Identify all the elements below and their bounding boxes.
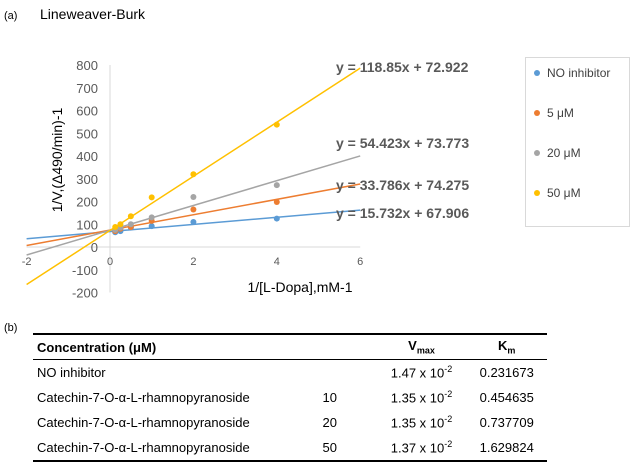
chart-title: Lineweaver-Burk	[40, 6, 146, 22]
cell-conc: 50	[318, 435, 377, 462]
cell-name: Catechin-7-O-α-L-rhamnopyranoside	[37, 390, 250, 405]
data-point	[148, 214, 155, 221]
legend-marker	[534, 110, 540, 116]
legend-marker	[534, 70, 540, 76]
table-row: Catechin-7-O-α-L-rhamnopyranoside 50 1.37 …	[33, 435, 547, 462]
y-tick-label: -100	[72, 263, 98, 278]
data-point	[190, 206, 197, 213]
cell-km: 0.737709	[479, 415, 534, 430]
legend: NO inhibitor 5 μM 20 μM 50 μM	[525, 57, 630, 227]
cell-vmax: 1.47 x 10-2	[390, 364, 453, 381]
data-point	[273, 215, 280, 222]
data-point	[148, 194, 155, 201]
cell-km: 0.231673	[479, 365, 534, 380]
header-vmax: Vmax	[376, 333, 467, 360]
cell-km: 0.454635	[479, 390, 534, 405]
y-tick-label: 200	[76, 195, 98, 210]
header-km: Km	[466, 333, 547, 360]
trendline-equation: y = 33.786x + 74.275	[336, 177, 469, 193]
table-row: Catechin-7-O-α-L-rhamnopyranoside 20 1.35 …	[33, 410, 547, 435]
x-tick-label: 2	[190, 256, 196, 268]
data-point	[190, 171, 197, 178]
cell-conc	[319, 360, 377, 386]
y-tick-label: 600	[76, 104, 98, 119]
legend-label: 5 μM	[547, 106, 574, 120]
data-point	[273, 198, 280, 205]
x-tick-label: 4	[274, 256, 280, 268]
data-point	[190, 193, 197, 200]
trendline	[26, 183, 361, 247]
legend-label: NO inhibitor	[547, 66, 611, 80]
panel-b-label: (b)	[4, 322, 18, 334]
legend-marker	[534, 190, 540, 196]
kinetics-table: Concentration (μM) Vmax Km NO inhibitor 1…	[33, 333, 547, 462]
legend-label: 20 μM	[547, 146, 581, 160]
data-point	[190, 218, 197, 225]
data-point	[112, 223, 119, 230]
trendline-equation: y = 118.85x + 72.922	[336, 59, 469, 75]
legend-item: 5 μM	[534, 106, 574, 120]
trendline-equation: y = 54.423x + 73.773	[336, 135, 469, 151]
data-point	[273, 121, 280, 128]
legend-item: 20 μM	[534, 146, 581, 160]
y-tick-label: 300	[76, 172, 98, 187]
cell-vmax: 1.37 x 10-2	[376, 435, 467, 462]
y-tick-label: 100	[76, 217, 98, 232]
trendline	[26, 155, 361, 256]
y-tick-label: 700	[76, 81, 98, 96]
y-tick-label: 400	[76, 149, 98, 164]
data-point	[273, 182, 280, 189]
cell-conc: 10	[322, 390, 338, 405]
cell-name: Catechin-7-O-α-L-rhamnopyranoside	[33, 435, 319, 462]
legend-item: 50 μM	[534, 186, 581, 200]
data-point	[127, 213, 134, 220]
cell-km: 1.629824	[466, 435, 547, 462]
table-row: NO inhibitor 1.47 x 10-2 0.231673	[33, 360, 547, 386]
y-tick-label: 800	[76, 58, 98, 73]
data-point	[127, 221, 134, 228]
x-tick-label: -2	[22, 256, 32, 268]
table-header-row: Concentration (μM) Vmax Km	[33, 333, 547, 360]
y-tick-label: -200	[72, 286, 98, 301]
table-row: Catechin-7-O-α-L-rhamnopyranoside 10 1.35 …	[33, 385, 547, 410]
cell-name: NO inhibitor	[37, 365, 106, 380]
header-concentration: Concentration (μM)	[33, 333, 377, 360]
legend-marker	[534, 150, 540, 156]
cell-conc: 20	[322, 415, 338, 430]
data-point	[148, 223, 155, 230]
cell-name: Catechin-7-O-α-L-rhamnopyranoside	[37, 415, 250, 430]
legend-item: NO inhibitor	[534, 66, 610, 80]
trendline-equation: y = 15.732x + 67.906	[336, 205, 469, 221]
y-tick-label: 0	[91, 240, 98, 255]
x-axis-label: 1/[L-Dopa],mM-1	[247, 279, 352, 295]
y-tick-label: 500	[76, 126, 98, 141]
panel-a-label: (a)	[4, 10, 18, 22]
cell-vmax: 1.35 x 10-2	[390, 414, 453, 431]
cell-vmax: 1.35 x 10-2	[390, 389, 453, 406]
x-tick-label: 0	[107, 256, 113, 268]
x-tick-label: 6	[357, 256, 363, 268]
data-point	[117, 221, 124, 228]
legend-label: 50 μM	[547, 186, 581, 200]
y-axis-label: 1/V,(Δ490/min)-1	[49, 108, 65, 213]
